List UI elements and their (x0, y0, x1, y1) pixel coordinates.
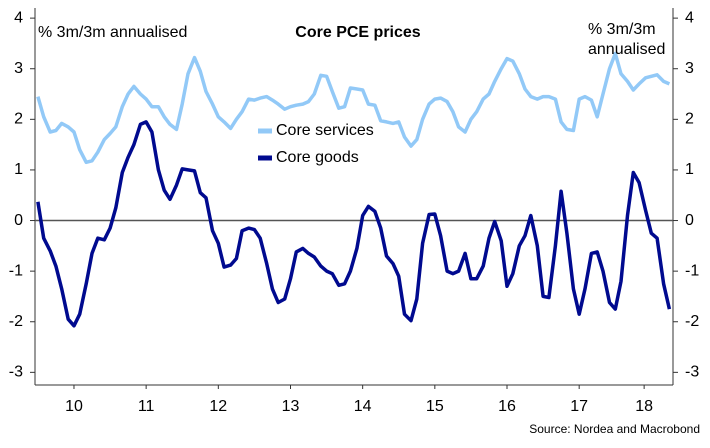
x-tick-label: 12 (209, 398, 227, 415)
y2-tick-label: 2 (685, 111, 694, 128)
y-tick-label: 3 (14, 60, 23, 77)
x-tick-label: 14 (354, 398, 372, 415)
chart-title: Core PCE prices (295, 24, 420, 41)
legend-label: Core services (276, 122, 374, 139)
y2-tick-label: 1 (685, 161, 694, 178)
x-tick-label: 18 (635, 398, 653, 415)
line-series (36, 51, 671, 165)
y2-tick-label: -1 (685, 262, 699, 279)
y-tick-label: 2 (14, 111, 23, 128)
legend-label: Core goods (276, 149, 359, 166)
y-tick-label: 4 (14, 9, 23, 26)
y2-tick-label: -3 (685, 364, 699, 381)
y-tick-label: -2 (9, 313, 23, 330)
y-tick-label: 1 (14, 161, 23, 178)
source: Source: Nordea and Macrobond (529, 422, 700, 436)
y2-tick-label: 0 (685, 212, 694, 229)
y2-axis-label: % 3m/3m annualised (588, 21, 666, 58)
x-tick-label: 13 (282, 398, 300, 415)
y2-tick-label: -2 (685, 313, 699, 330)
x-tick-label: 10 (65, 398, 83, 415)
y2-tick-label: 4 (685, 9, 694, 26)
x-tick-label: 11 (138, 398, 155, 415)
y-axis-label: % 3m/3m annualised (38, 24, 187, 41)
y2-tick-label: 3 (685, 60, 694, 77)
x-tick-label: 15 (426, 398, 444, 415)
y-tick-label: -3 (9, 364, 23, 381)
line-series (36, 120, 672, 328)
x-tick-label: 16 (498, 398, 516, 415)
x-tick-label: 17 (570, 398, 588, 415)
y-tick-label: 0 (14, 212, 23, 229)
y-tick-label: -1 (9, 262, 23, 279)
